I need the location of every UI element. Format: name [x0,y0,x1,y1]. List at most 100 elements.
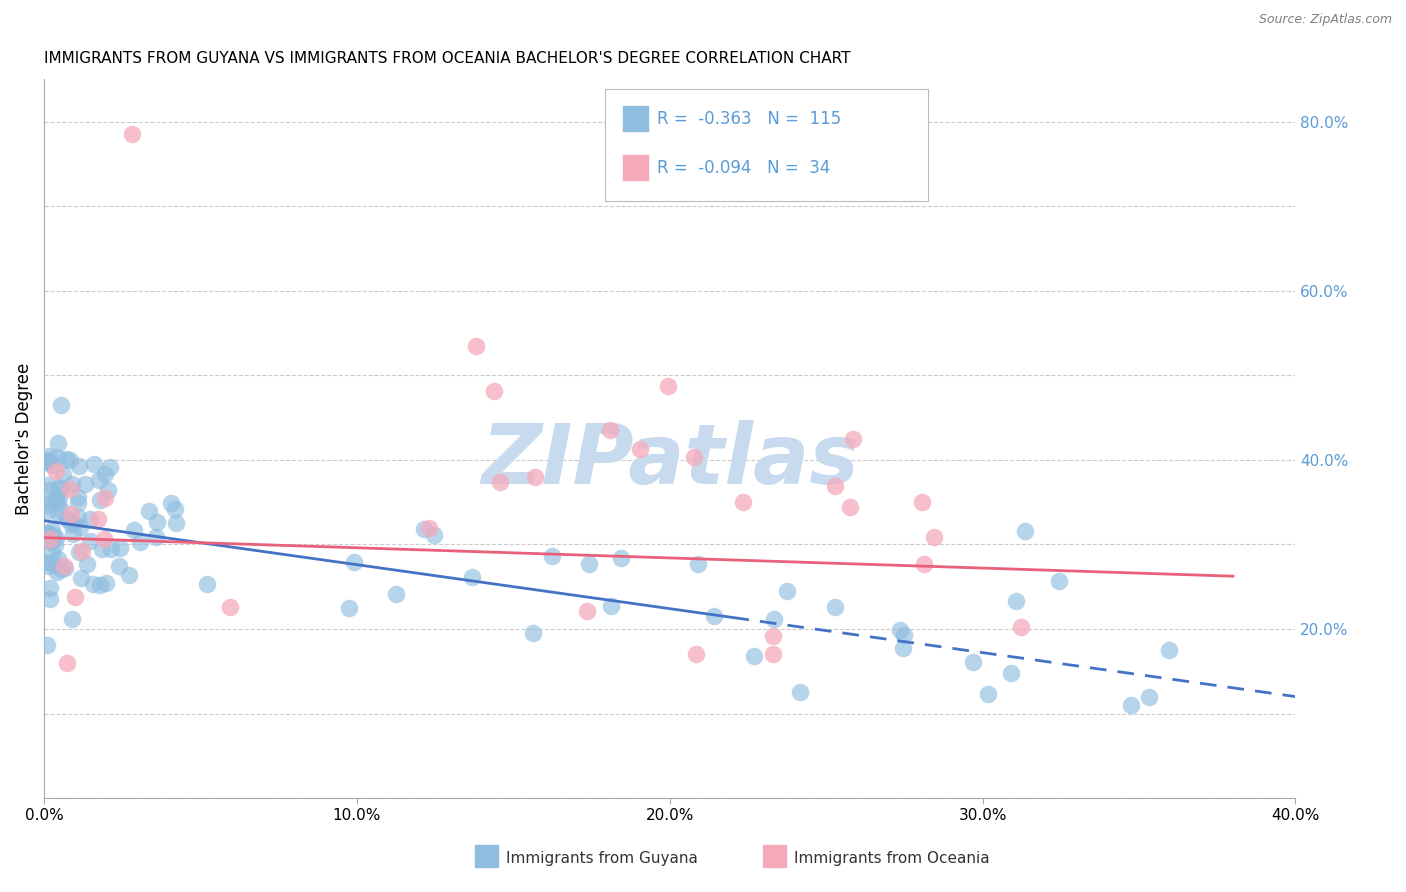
Point [83,457,105,471]
Text: R =  -0.363   N =  115: R = -0.363 N = 115 [657,110,841,128]
Point [731,495,754,509]
Point [1005,594,1028,608]
Point [52,559,75,574]
Point [66,496,89,510]
Point [657,379,679,393]
Point [762,647,785,661]
Point [789,685,811,699]
Point [628,442,651,457]
Point [37,555,59,569]
Point [100,541,122,556]
Point [37,638,59,652]
Point [128,534,150,549]
Point [60,477,83,491]
Point [685,647,707,661]
Point [1119,698,1142,712]
Point [38,582,60,596]
Text: Source: ZipAtlas.com: Source: ZipAtlas.com [1258,13,1392,27]
Point [41,458,63,473]
Point [37,452,59,467]
Point [44,538,66,552]
Point [702,609,724,624]
Point [609,551,631,566]
Point [41,532,63,546]
Point [38,592,60,607]
Point [76,557,98,571]
Point [108,541,131,556]
Point [37,533,59,547]
Point [776,583,799,598]
Point [412,522,434,536]
Point [67,545,90,559]
Point [683,450,706,464]
Point [1010,620,1032,634]
Y-axis label: Bachelor's Degree: Bachelor's Degree [15,362,32,515]
Point [418,520,440,534]
Text: IMMIGRANTS FROM GUYANA VS IMMIGRANTS FROM OCEANIA BACHELOR'S DEGREE CORRELATION : IMMIGRANTS FROM GUYANA VS IMMIGRANTS FRO… [44,51,851,66]
Point [524,469,547,483]
Point [45,491,67,505]
Point [94,575,117,590]
Point [912,557,935,571]
Point [49,482,72,496]
Point [46,506,69,520]
Point [165,516,187,530]
Point [384,587,406,601]
Point [41,545,63,559]
Point [686,557,709,571]
Point [60,517,83,532]
Point [62,517,84,532]
Point [89,578,111,592]
Point [343,555,366,569]
Point [89,473,111,487]
Point [39,529,62,543]
Point [46,566,69,580]
Point [922,530,945,544]
Point [962,656,984,670]
Point [41,493,63,508]
Point [824,479,846,493]
Point [1000,665,1022,680]
Point [893,628,915,642]
Point [48,490,70,504]
Point [63,590,86,604]
Point [575,604,598,618]
Point [337,601,360,615]
Point [122,523,145,537]
Point [51,562,73,576]
Point [39,532,62,546]
Text: Immigrants from Guyana: Immigrants from Guyana [506,851,697,865]
Point [599,423,621,437]
Point [51,504,73,518]
Point [824,599,846,614]
Text: R =  -0.094   N =  34: R = -0.094 N = 34 [657,159,830,177]
Point [79,512,101,526]
Point [45,531,67,545]
Point [41,523,63,537]
Point [464,339,486,353]
Point [67,490,90,504]
Text: Immigrants from Oceania: Immigrants from Oceania [794,851,990,865]
Point [839,500,862,514]
Point [889,624,911,638]
Point [87,512,110,526]
Point [107,559,129,574]
Point [218,599,240,614]
Point [146,515,169,529]
Point [94,491,117,506]
Point [69,571,91,585]
Point [82,577,104,591]
Point [742,649,765,664]
Point [90,541,112,556]
Point [540,549,562,563]
Point [37,454,59,468]
Point [1047,574,1070,589]
Point [38,449,60,463]
Point [37,455,59,469]
Point [37,478,59,492]
Point [98,459,121,474]
Point [762,612,785,626]
Point [49,398,72,412]
Point [96,483,118,498]
Point [46,551,69,566]
